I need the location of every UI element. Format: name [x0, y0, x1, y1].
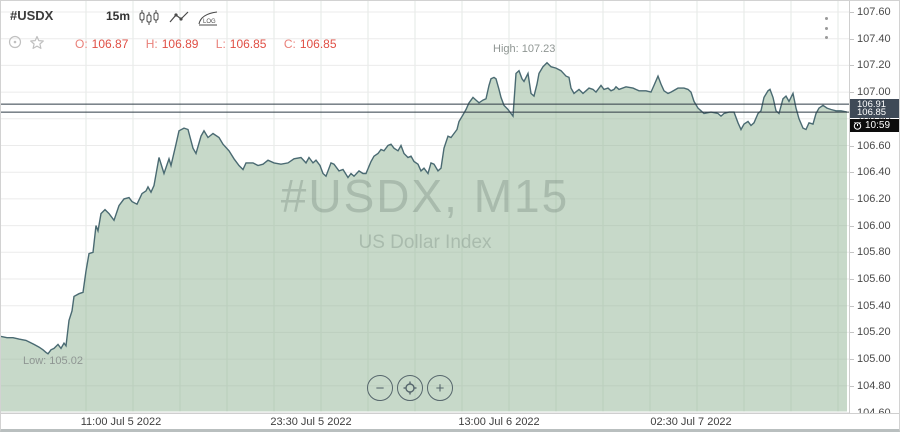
- reset-view-button[interactable]: [397, 375, 423, 401]
- close-label: C:: [283, 37, 296, 51]
- y-axis-tick: [850, 225, 854, 227]
- symbol-title: #USDX: [10, 8, 54, 23]
- y-axis-tick: [850, 252, 854, 254]
- low-annotation: Low: 105.02: [23, 355, 83, 367]
- zoom-in-button[interactable]: +: [427, 375, 453, 401]
- open-value: 106.87: [91, 37, 129, 51]
- x-axis-label: 02:30 Jul 7 2022: [650, 416, 732, 428]
- price-axis[interactable]: 107.60107.40107.20107.00106.80106.60106.…: [849, 1, 899, 419]
- zoom-out-button[interactable]: −: [367, 375, 393, 401]
- clock-icon: [853, 121, 862, 130]
- y-axis-label: 105.60: [857, 273, 891, 285]
- candlestick-chart-icon[interactable]: [138, 9, 160, 32]
- y-axis-label: 105.00: [857, 353, 891, 366]
- high-value: 106.89: [161, 37, 199, 51]
- y-axis-tick: [850, 198, 854, 200]
- log-scale-icon[interactable]: LOG: [196, 9, 220, 32]
- open-label: O:: [75, 37, 88, 51]
- y-axis-tick: [850, 65, 854, 67]
- y-axis-tick: [850, 145, 854, 147]
- y-axis-tick: [850, 332, 854, 334]
- y-axis-tick: [850, 359, 854, 361]
- line-chart-style-icon[interactable]: [168, 9, 190, 32]
- svg-text:LOG: LOG: [203, 19, 216, 25]
- y-axis-tick: [850, 38, 854, 40]
- y-axis-label: 105.80: [857, 246, 891, 259]
- bar-countdown-badge: 10:59: [850, 118, 899, 132]
- bid-price-badge: 106.85: [850, 106, 899, 118]
- y-axis-label: 107.20: [857, 59, 891, 72]
- y-axis-label: 106.20: [857, 192, 891, 205]
- y-axis-tick: [850, 305, 854, 307]
- crosshair-target-icon: [403, 381, 417, 395]
- y-axis-label: 107.60: [857, 6, 891, 18]
- time-axis[interactable]: 11:00 Jul 5 2022 23:30 Jul 5 2022 13:00 Ju…: [1, 413, 899, 429]
- area-fill: [1, 62, 847, 412]
- high-label: H:: [145, 37, 158, 51]
- timeframe-button[interactable]: 15m: [106, 9, 131, 23]
- y-axis-label: 105.20: [857, 326, 891, 339]
- y-axis-label: 107.40: [857, 32, 891, 45]
- low-value: 106.85: [229, 37, 267, 51]
- favorite-star-icon[interactable]: [29, 35, 45, 53]
- x-axis-label: 23:30 Jul 5 2022: [270, 416, 352, 428]
- ohlc-readout: O: 106.87 H: 106.89 L: 106.85 C: 106.85: [75, 37, 351, 51]
- countdown-text: 10:59: [865, 119, 891, 131]
- y-axis-tick: [850, 385, 854, 387]
- x-axis-label: 11:00 Jul 5 2022: [80, 416, 162, 428]
- x-axis-label: 13:00 Jul 6 2022: [458, 416, 540, 428]
- close-value: 106.85: [299, 37, 337, 51]
- y-axis-tick: [850, 279, 854, 280]
- y-axis-tick: [850, 12, 854, 13]
- y-axis-label: 106.00: [857, 219, 891, 232]
- y-axis-tick: [850, 172, 854, 174]
- chart-menu-kebab-icon[interactable]: [821, 17, 831, 39]
- info-circle-icon[interactable]: [8, 35, 22, 52]
- low-label: L:: [215, 37, 226, 51]
- minus-icon: −: [375, 379, 385, 397]
- y-axis-label: 105.40: [857, 299, 891, 312]
- high-annotation: High: 107.23: [493, 43, 556, 55]
- plus-icon: +: [435, 379, 445, 397]
- price-chart-canvas[interactable]: [1, 1, 849, 413]
- y-axis-label: 107.00: [857, 86, 891, 99]
- y-axis-label: 104.80: [857, 379, 891, 392]
- y-axis-tick: [850, 92, 854, 94]
- ask-price-badge: 106.91: [850, 98, 899, 110]
- y-axis-label: 106.40: [857, 166, 891, 179]
- y-axis-label: 106.60: [857, 139, 891, 152]
- zoom-controls: − +: [367, 375, 453, 401]
